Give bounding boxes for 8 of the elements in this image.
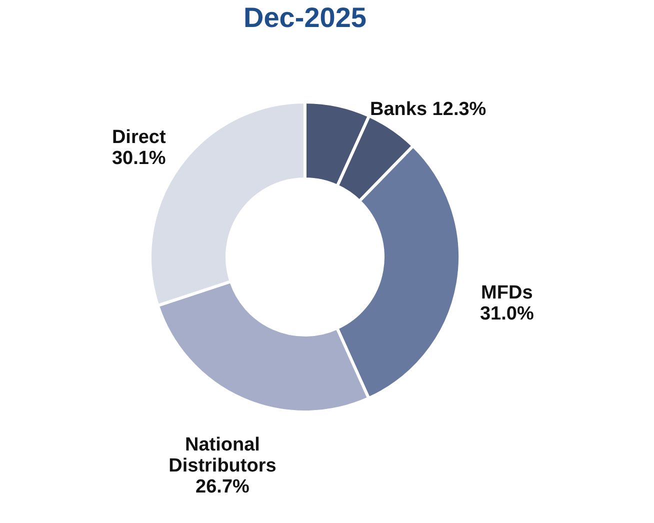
text: Banks 12.3% [370,99,486,120]
slice-label: Direct [112,126,166,148]
data-label: 30.1% [112,148,166,169]
chart-title: Dec-2025 [244,2,366,33]
data-label: 26.7% [196,476,250,498]
slice-label: MFDs [481,282,533,304]
slice-label: National Distributors [168,434,276,477]
data-label: 31.0% [480,304,534,325]
